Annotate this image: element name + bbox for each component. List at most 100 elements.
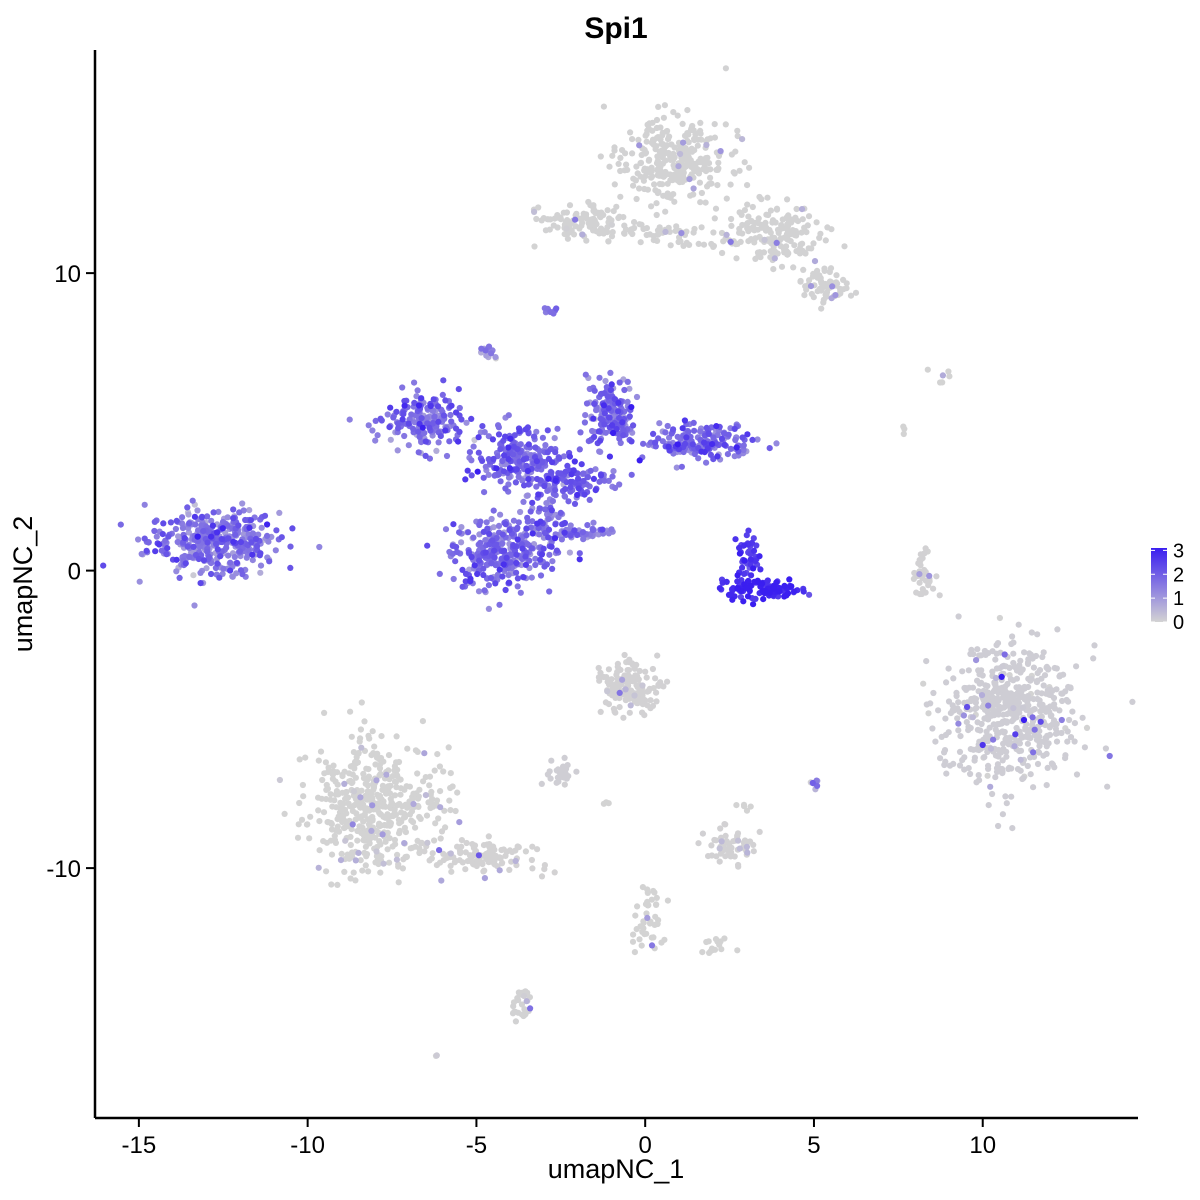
data-point <box>999 663 1006 670</box>
data-point <box>1044 764 1051 772</box>
data-point <box>943 679 950 686</box>
data-point <box>495 471 502 478</box>
data-point <box>567 488 574 495</box>
data-point <box>343 818 350 825</box>
data-point <box>300 793 307 800</box>
data-point <box>499 458 506 465</box>
data-point <box>567 484 574 491</box>
data-point <box>995 765 1003 772</box>
data-point <box>600 103 608 110</box>
data-point <box>554 425 561 432</box>
data-point <box>796 250 804 257</box>
data-point <box>984 772 991 779</box>
data-point <box>160 520 167 527</box>
data-point <box>975 772 982 779</box>
data-point <box>418 415 425 422</box>
data-point <box>604 678 611 685</box>
data-point <box>572 216 579 223</box>
data-point <box>681 132 689 139</box>
data-point <box>1032 652 1040 660</box>
data-point <box>276 776 283 784</box>
data-point <box>408 817 415 824</box>
data-point <box>560 453 568 460</box>
data-point <box>603 674 610 681</box>
data-point <box>733 444 740 451</box>
data-point <box>698 448 705 455</box>
data-point <box>369 802 376 809</box>
data-point <box>770 266 777 273</box>
data-point <box>1025 692 1032 700</box>
data-point <box>306 835 313 842</box>
data-point <box>440 377 447 384</box>
data-point <box>953 689 960 697</box>
data-point <box>463 839 470 847</box>
data-point <box>1017 657 1024 664</box>
data-point <box>684 160 691 167</box>
data-point <box>163 551 170 558</box>
data-point <box>653 211 660 219</box>
data-point <box>328 819 335 827</box>
data-point <box>631 949 639 956</box>
data-point <box>1034 760 1042 768</box>
data-point <box>416 433 423 440</box>
data-point <box>968 695 975 703</box>
data-point <box>1071 738 1078 745</box>
data-point <box>699 166 707 173</box>
data-point <box>1033 679 1040 686</box>
data-point <box>537 572 545 579</box>
data-point <box>443 854 451 862</box>
data-point <box>930 585 937 592</box>
data-point <box>1049 687 1056 695</box>
data-point <box>942 715 949 722</box>
data-point <box>784 236 791 243</box>
data-point <box>440 768 447 775</box>
data-point <box>585 198 592 206</box>
data-point <box>261 512 269 519</box>
data-point <box>214 546 221 553</box>
data-point <box>437 804 444 811</box>
data-point <box>393 784 400 791</box>
data-point <box>749 203 756 211</box>
data-point <box>584 522 591 529</box>
data-point <box>414 387 421 394</box>
data-point <box>1053 720 1060 728</box>
data-point <box>316 847 323 854</box>
data-point <box>1015 621 1022 628</box>
data-point <box>490 507 497 514</box>
data-point <box>512 479 520 486</box>
data-point <box>549 498 557 505</box>
data-point <box>1040 649 1047 656</box>
data-point <box>432 820 439 827</box>
data-point <box>1091 642 1098 649</box>
data-point <box>239 500 246 507</box>
data-point <box>1010 705 1017 712</box>
data-point <box>419 718 426 725</box>
data-point <box>553 547 561 554</box>
data-point <box>352 857 359 864</box>
data-point <box>533 483 540 490</box>
data-point <box>900 430 907 438</box>
data-point <box>217 553 224 560</box>
data-point <box>732 536 739 543</box>
data-point <box>384 846 391 853</box>
data-point <box>743 807 751 814</box>
data-point <box>923 701 930 708</box>
data-point <box>675 175 683 182</box>
data-point <box>334 816 341 823</box>
data-point <box>759 587 766 595</box>
data-point <box>703 459 710 466</box>
data-point <box>468 415 475 422</box>
data-point <box>355 849 362 857</box>
data-point <box>436 570 443 578</box>
data-point <box>596 230 603 237</box>
data-point <box>385 752 393 759</box>
data-point <box>764 194 771 201</box>
data-point <box>736 845 743 852</box>
data-point <box>373 848 380 855</box>
data-point <box>523 998 530 1005</box>
data-point <box>970 651 977 658</box>
data-point <box>536 448 544 455</box>
data-point <box>746 838 754 845</box>
data-point <box>327 791 334 798</box>
data-point <box>254 543 261 550</box>
